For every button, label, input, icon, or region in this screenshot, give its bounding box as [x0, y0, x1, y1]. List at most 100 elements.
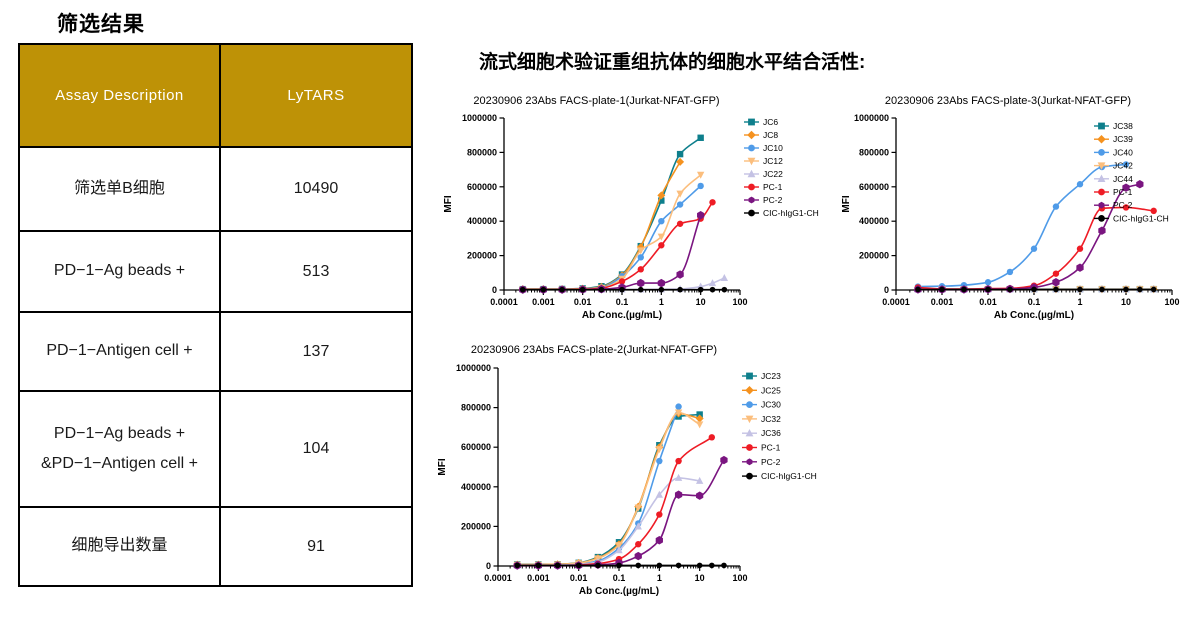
x-tick-label: 10 [695, 573, 705, 583]
data-point-marker [1098, 226, 1106, 235]
data-point-marker [655, 490, 664, 498]
legend-label: PC-2 [761, 457, 781, 467]
legend-marker [745, 428, 754, 437]
legend-label: JC12 [763, 156, 783, 166]
x-axis-title: Ab Conc.(µg/mL) [994, 310, 1074, 321]
y-axis-title: MFI [841, 195, 852, 212]
series-curve [522, 201, 714, 291]
legend-marker [746, 372, 753, 380]
x-axis: 0.0001 0.001 0.01 0.1 1 10 100 [882, 290, 1180, 307]
x-tick-label: 0.1 [616, 297, 629, 307]
legend-label: JC39 [1113, 134, 1133, 144]
data-point-marker [615, 546, 623, 554]
x-tick-label: 0.0001 [484, 573, 512, 583]
legend-marker [746, 458, 753, 466]
legend-marker [748, 144, 755, 152]
data-point-marker [696, 491, 704, 500]
row-value: 513 [219, 230, 413, 313]
data-point-marker [1150, 207, 1157, 215]
data-point-marker [656, 457, 663, 465]
data-point-marker [579, 286, 586, 293]
x-axis: 0.0001 0.001 0.01 0.1 1 10 100 [484, 566, 748, 583]
legend-marker [746, 401, 753, 408]
data-point-marker [674, 490, 683, 499]
y-tick-label: 600000 [859, 182, 889, 192]
legend-label: JC42 [1113, 161, 1133, 171]
y-tick-label: 600000 [461, 442, 491, 452]
data-point-marker [677, 286, 683, 293]
legend-marker [747, 130, 756, 140]
y-tick-label: 200000 [467, 251, 497, 261]
x-tick-label: 0.01 [574, 297, 592, 307]
chart-facs-plate-2: 20230906 23Abs FACS-plate-2(Jurkat-NFAT-… [432, 340, 836, 617]
data-point-marker [708, 434, 716, 441]
legend-marker [748, 209, 755, 217]
series-curve [522, 137, 702, 290]
data-point-marker [637, 266, 644, 273]
data-point-marker [540, 286, 547, 293]
row-value: 91 [219, 506, 413, 587]
y-tick-label: 1000000 [462, 113, 497, 123]
facs-chart-svg: 20230906 23Abs FACS-plate-1(Jurkat-NFAT-… [443, 95, 819, 321]
x-tick-label: 0.1 [613, 573, 626, 583]
series-CIC-hIgG1-CH [514, 562, 727, 569]
x-tick-label: 1 [1077, 297, 1082, 307]
legend-label: CIC-hIgG1-CH [763, 208, 819, 218]
data-point-marker [1006, 268, 1014, 276]
legend-marker [1097, 162, 1106, 170]
data-point-marker [696, 562, 703, 569]
y-axis-title: MFI [443, 195, 454, 212]
y-tick-label: 0 [492, 285, 497, 295]
chart-facs-plate-1: 20230906 23Abs FACS-plate-1(Jurkat-NFAT-… [438, 92, 835, 335]
data-point-marker [708, 279, 717, 287]
data-point-marker [1122, 183, 1130, 192]
y-tick-label: 200000 [461, 521, 491, 531]
series-CIC-hIgG1-CH [915, 286, 1157, 293]
data-point-marker [598, 286, 605, 293]
y-tick-label: 800000 [461, 403, 491, 413]
data-point-marker [1052, 203, 1060, 210]
data-point-marker [676, 220, 684, 227]
x-tick-label: 1 [657, 573, 662, 583]
row-label: PD−1−Ag beads + &PD−1−Antigen cell + [18, 390, 221, 508]
data-point-marker [635, 562, 642, 569]
table-row: PD−1−Antigen cell + 137 [18, 311, 413, 392]
legend-marker [745, 415, 754, 424]
data-point-marker [658, 286, 665, 293]
row-value: 10490 [219, 146, 413, 232]
data-point-marker [655, 446, 664, 454]
data-point-marker [657, 191, 666, 200]
data-point-marker [595, 562, 601, 569]
data-point-marker [676, 270, 684, 279]
data-point-marker [535, 562, 542, 569]
legend-marker [1098, 149, 1105, 156]
x-tick-label: 100 [732, 573, 747, 583]
legend-marker [1098, 215, 1105, 222]
series-curve [517, 406, 680, 566]
row-label: 筛选单B细胞 [18, 146, 221, 232]
series-curve [917, 183, 1141, 291]
data-point-marker [634, 551, 642, 561]
legend-marker [748, 196, 755, 204]
series-JC40 [914, 161, 1130, 290]
data-point-marker [1007, 286, 1013, 293]
series-PC-2 [914, 180, 1144, 294]
data-point-marker [658, 242, 665, 249]
legend-label: PC-1 [763, 182, 783, 192]
series-curve [917, 163, 1127, 288]
x-tick-label: 0.01 [979, 297, 997, 307]
legend-label: JC22 [763, 169, 783, 179]
x-tick-label: 100 [732, 297, 747, 307]
data-point-marker [657, 278, 665, 288]
legend-label: CIC-hIgG1-CH [761, 471, 817, 481]
legend-marker [748, 118, 755, 126]
data-point-marker [676, 150, 684, 158]
row-label: PD−1−Ag beads + [18, 230, 221, 313]
x-tick-label: 0.001 [931, 297, 954, 307]
series-JC8 [518, 157, 685, 294]
data-point-marker [720, 273, 729, 281]
data-point-marker [1150, 286, 1157, 293]
data-point-marker [618, 278, 626, 285]
legend-label: PC-1 [1113, 187, 1133, 197]
